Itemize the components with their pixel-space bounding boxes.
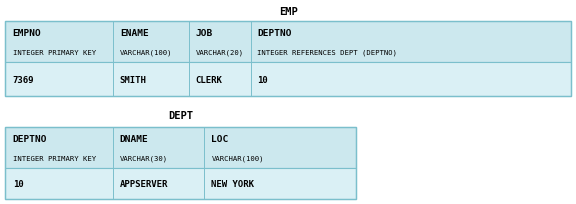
Text: 10: 10: [13, 179, 24, 188]
Bar: [5, 22, 571, 63]
Text: APPSERVER: APPSERVER: [120, 179, 168, 188]
Text: DNAME: DNAME: [120, 134, 149, 143]
Text: EMP: EMP: [279, 7, 297, 17]
Text: DEPTNO: DEPTNO: [257, 29, 292, 38]
Bar: [5, 22, 571, 97]
Text: VARCHAR(30): VARCHAR(30): [120, 155, 168, 161]
Text: CLERK: CLERK: [196, 75, 223, 84]
Text: VARCHAR(100): VARCHAR(100): [120, 49, 172, 56]
Text: DEPT: DEPT: [168, 111, 194, 121]
Bar: [5, 128, 356, 168]
Text: SMITH: SMITH: [120, 75, 147, 84]
Text: 10: 10: [257, 75, 268, 84]
Text: INTEGER REFERENCES DEPT (DEPTNO): INTEGER REFERENCES DEPT (DEPTNO): [257, 49, 397, 56]
Text: INTEGER PRIMARY KEY: INTEGER PRIMARY KEY: [13, 49, 96, 55]
Text: VARCHAR(20): VARCHAR(20): [196, 49, 244, 56]
Text: VARCHAR(100): VARCHAR(100): [211, 155, 264, 161]
Text: DEPTNO: DEPTNO: [13, 134, 47, 143]
Bar: [5, 63, 571, 97]
Bar: [5, 128, 356, 199]
Text: ENAME: ENAME: [120, 29, 149, 38]
Text: LOC: LOC: [211, 134, 229, 143]
Text: JOB: JOB: [196, 29, 213, 38]
Text: NEW YORK: NEW YORK: [211, 179, 255, 188]
Text: 7369: 7369: [13, 75, 34, 84]
Text: INTEGER PRIMARY KEY: INTEGER PRIMARY KEY: [13, 155, 96, 161]
Text: EMPNO: EMPNO: [13, 29, 41, 38]
Bar: [5, 168, 356, 199]
